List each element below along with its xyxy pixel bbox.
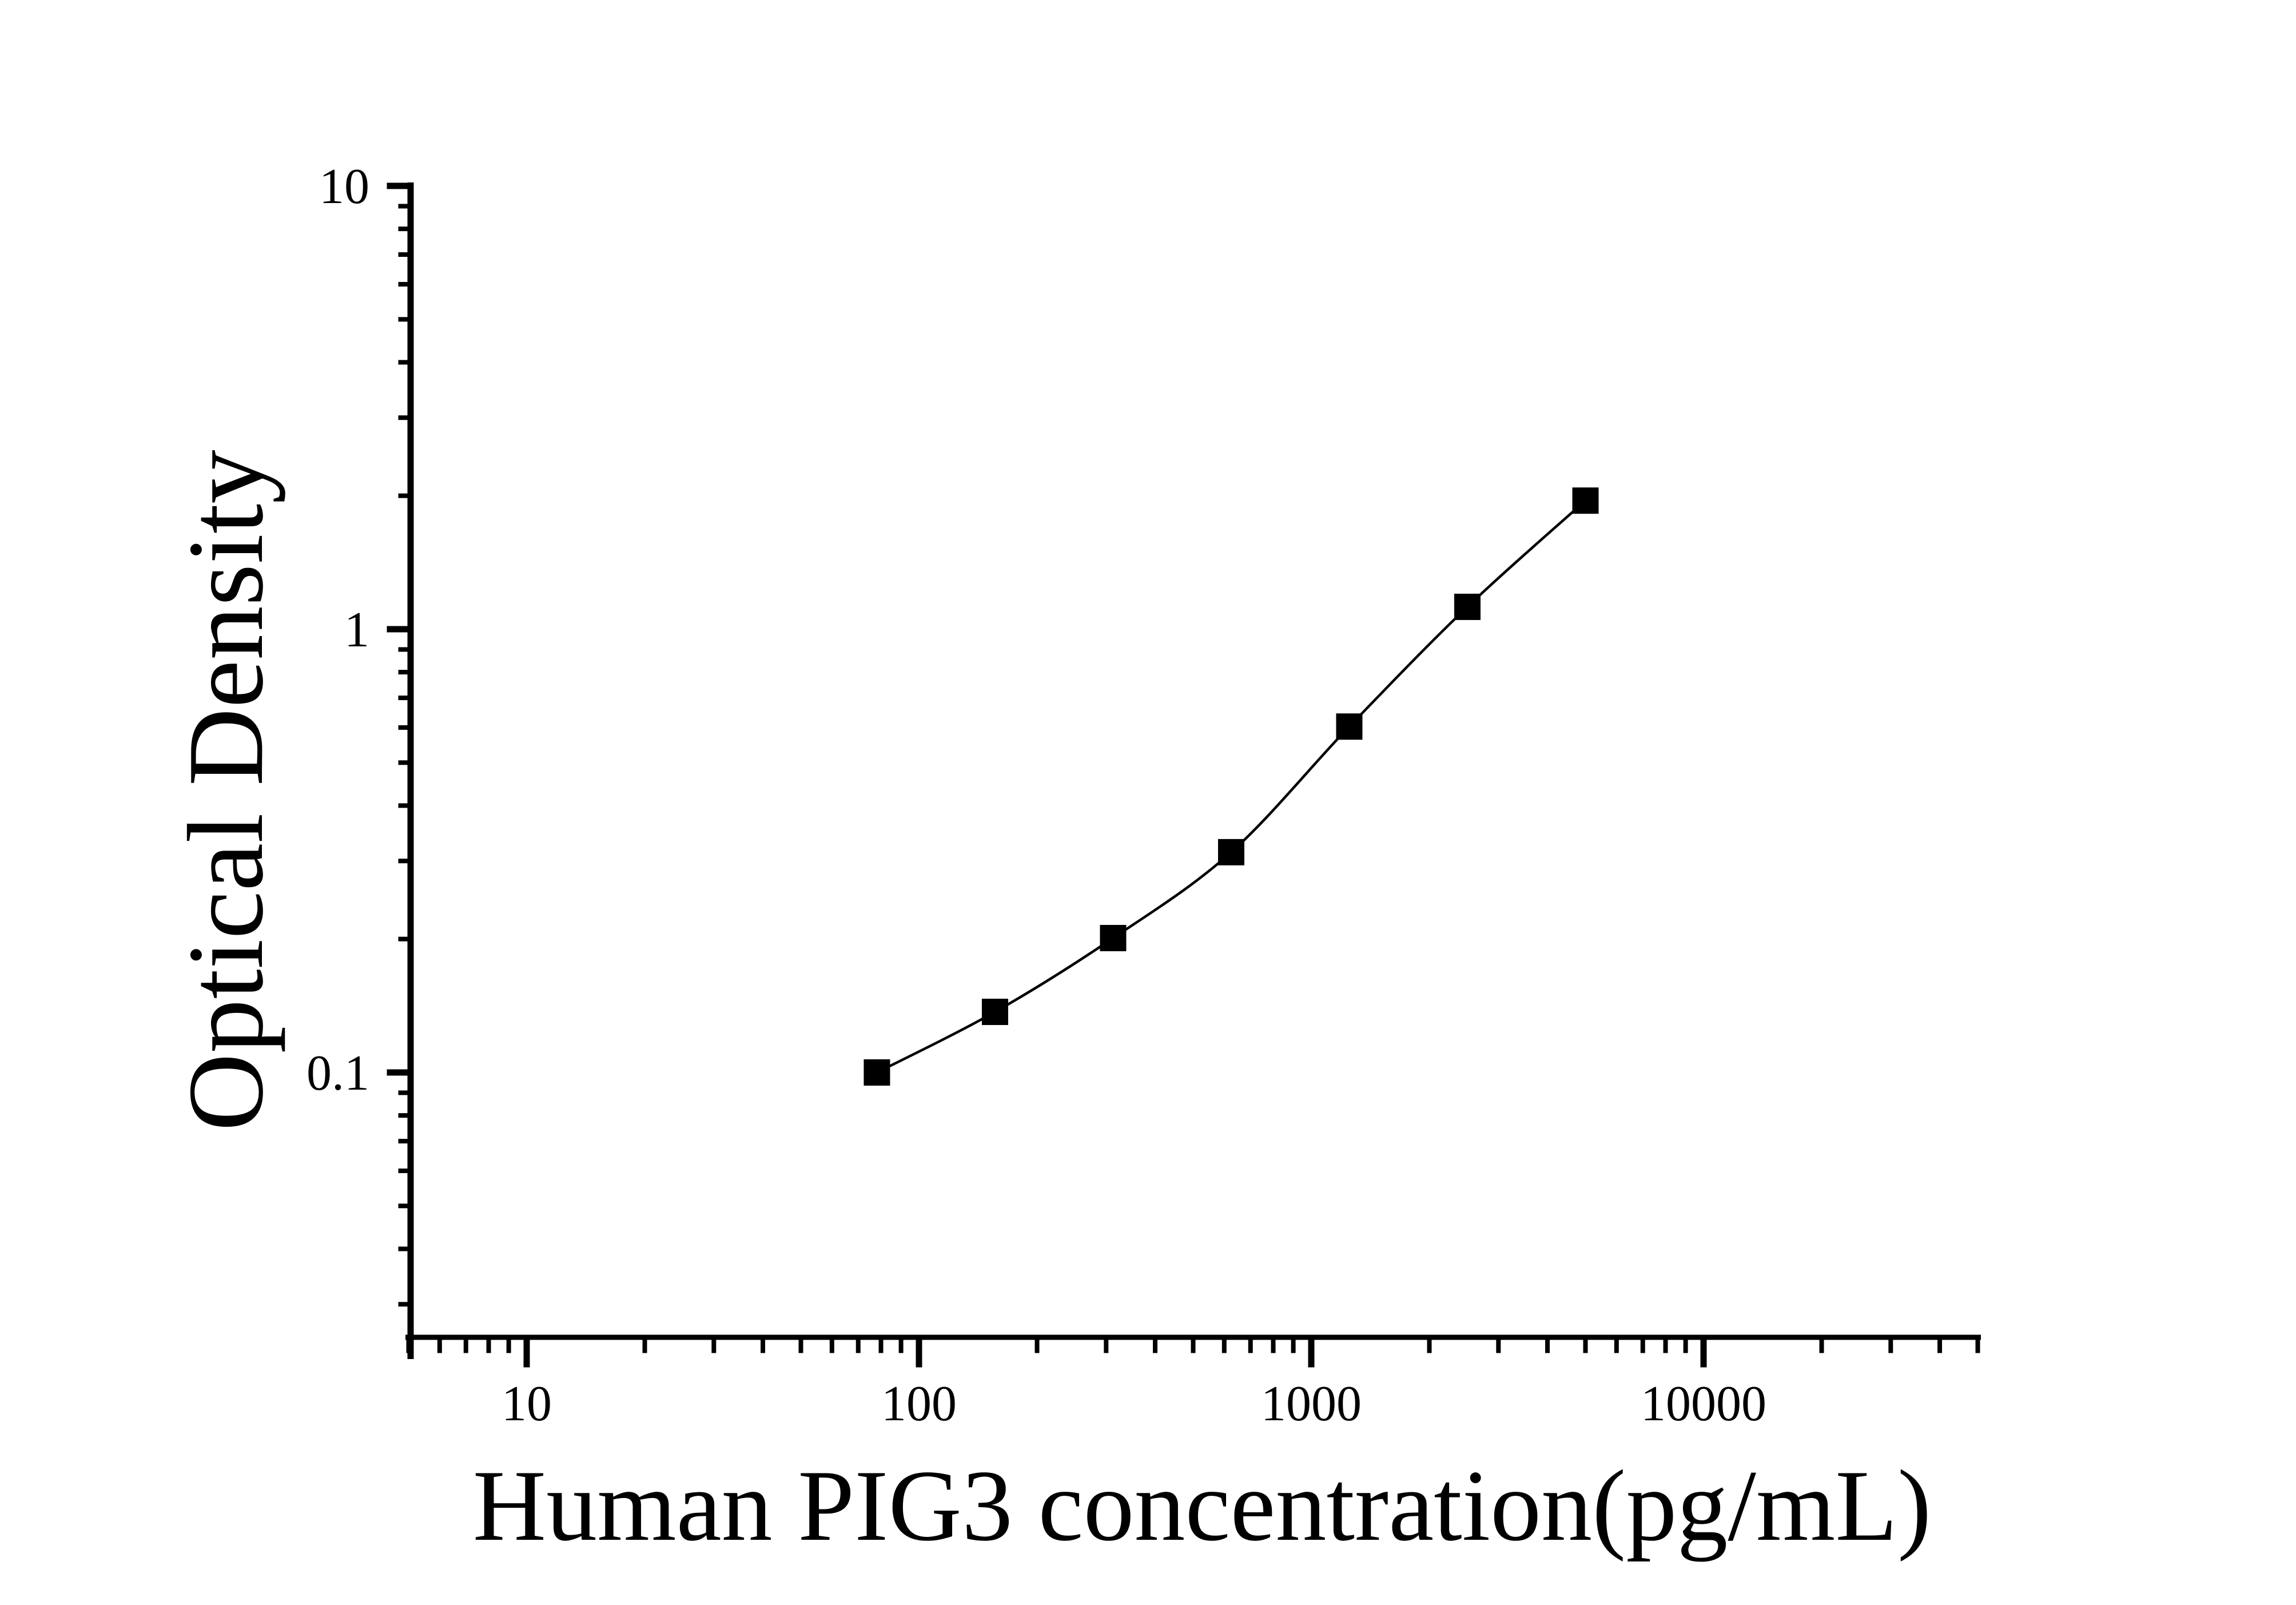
x-minor-tick — [463, 1340, 468, 1353]
y-minor-tick — [398, 670, 408, 675]
x-minor-tick — [1221, 1340, 1227, 1353]
x-tick-label: 10000 — [1641, 1376, 1766, 1432]
x-tick-label: 10 — [502, 1376, 552, 1432]
x-minor-tick — [1191, 1340, 1196, 1353]
curve-line — [876, 499, 1586, 1074]
x-minor-tick — [1888, 1340, 1893, 1353]
y-minor-tick — [398, 760, 408, 765]
x-minor-tick — [486, 1340, 491, 1353]
y-minor-tick — [398, 281, 408, 287]
x-minor-tick — [1104, 1340, 1109, 1353]
y-axis: 10 1 0.1 — [307, 159, 414, 1359]
y-major-tick — [387, 626, 408, 633]
x-minor-tick — [1583, 1340, 1588, 1353]
y-minor-tick — [398, 1246, 408, 1252]
y-major-tick — [387, 1069, 408, 1076]
x-minor-tick — [855, 1340, 861, 1353]
data-series — [864, 487, 1599, 1086]
y-minor-tick — [398, 1168, 408, 1173]
x-minor-tick — [1819, 1340, 1824, 1353]
x-minor-tick — [1683, 1340, 1688, 1353]
x-axis-line — [405, 1334, 1981, 1340]
x-major-tick — [916, 1340, 922, 1368]
y-minor-tick — [398, 1139, 408, 1144]
y-minor-tick — [398, 647, 408, 652]
x-minor-tick — [1153, 1340, 1158, 1353]
x-tick-label: 100 — [881, 1376, 957, 1432]
y-minor-tick — [398, 252, 408, 257]
y-minor-tick — [398, 696, 408, 701]
y-minor-tick — [398, 415, 408, 420]
x-minor-tick — [406, 1340, 411, 1353]
y-minor-tick — [398, 725, 408, 730]
y-tick-label: 1 — [344, 602, 369, 658]
x-minor-tick — [1614, 1340, 1619, 1353]
x-major-tick — [1700, 1340, 1707, 1368]
data-point-marker — [1336, 713, 1363, 740]
y-minor-tick — [398, 859, 408, 864]
x-minor-tick — [506, 1340, 511, 1353]
y-axis-line — [407, 182, 414, 1359]
x-minor-tick — [761, 1340, 766, 1353]
x-minor-tick — [711, 1340, 717, 1353]
y-minor-tick — [398, 1090, 408, 1095]
data-point-marker — [864, 1059, 890, 1086]
y-minor-tick — [398, 1203, 408, 1209]
x-minor-tick — [1271, 1340, 1276, 1353]
y-minor-tick — [398, 360, 408, 365]
x-minor-tick — [1496, 1340, 1501, 1353]
y-minor-tick — [398, 204, 408, 209]
x-minor-tick — [829, 1340, 834, 1353]
x-major-tick — [523, 1340, 530, 1368]
y-minor-tick — [398, 803, 408, 808]
x-minor-tick — [1663, 1340, 1668, 1353]
x-minor-tick — [798, 1340, 803, 1353]
y-minor-tick — [398, 227, 408, 232]
x-minor-tick — [898, 1340, 904, 1353]
x-minor-tick — [437, 1340, 442, 1353]
y-tick-label: 10 — [319, 159, 369, 214]
data-point-marker — [981, 999, 1008, 1026]
y-minor-tick — [398, 493, 408, 498]
x-axis-title: Human PIG3 concentration(pg/mL) — [473, 1449, 1932, 1562]
y-tick-label: 0.1 — [307, 1046, 369, 1101]
y-axis-title: Optical Density — [166, 450, 285, 1131]
y-minor-tick — [398, 1113, 408, 1118]
x-minor-tick — [1640, 1340, 1645, 1353]
x-major-tick — [1308, 1340, 1315, 1368]
x-minor-tick — [1427, 1340, 1432, 1353]
y-minor-tick — [398, 1302, 408, 1307]
x-minor-tick — [642, 1340, 647, 1353]
data-point-marker — [1100, 925, 1127, 952]
data-point-marker — [1454, 593, 1481, 620]
x-minor-tick — [1291, 1340, 1296, 1353]
y-minor-tick — [398, 317, 408, 322]
x-minor-tick — [1975, 1340, 1980, 1353]
y-major-tick — [387, 182, 408, 189]
x-minor-tick — [1248, 1340, 1253, 1353]
x-axis: 10 100 1000 10000 — [405, 1334, 1981, 1432]
data-point-marker — [1572, 487, 1599, 514]
data-point-marker — [1217, 839, 1244, 865]
x-minor-tick — [1937, 1340, 1943, 1353]
y-minor-tick — [398, 936, 408, 941]
x-tick-label: 1000 — [1261, 1376, 1362, 1432]
x-minor-tick — [878, 1340, 884, 1353]
x-minor-tick — [1034, 1340, 1040, 1353]
x-minor-tick — [1545, 1340, 1550, 1353]
